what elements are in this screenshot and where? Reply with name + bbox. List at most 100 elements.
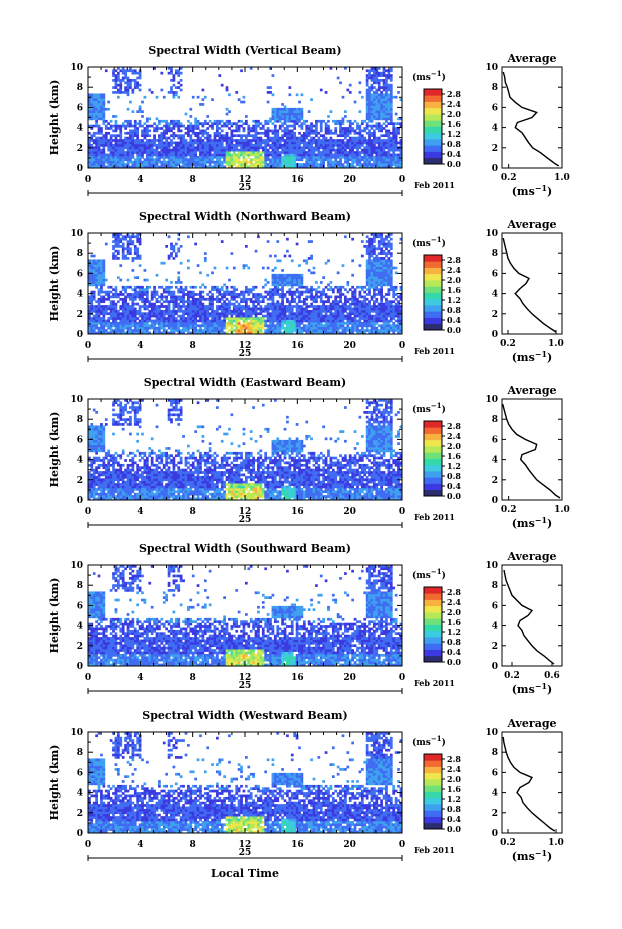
heatmap-cell bbox=[216, 297, 219, 301]
heatmap-cell bbox=[290, 151, 294, 154]
heatmap-cell bbox=[360, 329, 364, 332]
heatmap-cell bbox=[264, 131, 268, 135]
heatmap-cell bbox=[305, 136, 309, 140]
heatmap-cell bbox=[312, 324, 316, 328]
heatmap-cell bbox=[373, 148, 376, 152]
heatmap-cell bbox=[102, 314, 106, 318]
heatmap-cell bbox=[124, 86, 127, 89]
heatmap-cell bbox=[387, 115, 391, 118]
heatmap-cell bbox=[92, 115, 96, 118]
heatmap-cell bbox=[375, 105, 379, 109]
heatmap-cell bbox=[336, 153, 340, 157]
heatmap-cell bbox=[327, 319, 330, 323]
heatmap-cell bbox=[220, 136, 224, 140]
heatmap-cell bbox=[165, 131, 169, 135]
heatmap-cell bbox=[133, 312, 137, 316]
heatmap-cell bbox=[88, 314, 91, 318]
heatmap-cell bbox=[327, 160, 330, 164]
heatmap-cell bbox=[194, 139, 197, 142]
heatmap-cell bbox=[145, 312, 149, 316]
heatmap-cell bbox=[201, 305, 205, 308]
heatmap-cell bbox=[298, 155, 301, 159]
heatmap-cell bbox=[281, 136, 284, 140]
heatmap-cell bbox=[385, 324, 388, 328]
heatmap-cell bbox=[370, 131, 374, 135]
heatmap-cell bbox=[249, 141, 253, 145]
heatmap-cell bbox=[298, 151, 301, 154]
heatmap-cell bbox=[339, 127, 342, 130]
heatmap-cell bbox=[136, 83, 140, 87]
heatmap-cell bbox=[223, 326, 226, 330]
heatmap-cell bbox=[310, 317, 313, 320]
heatmap-cell bbox=[307, 151, 311, 154]
heatmap-cell bbox=[276, 285, 280, 289]
heatmap-cell bbox=[389, 107, 393, 111]
heatmap-cell bbox=[392, 309, 396, 313]
heatmap-cell bbox=[375, 285, 379, 289]
heatmap-cell bbox=[348, 297, 352, 301]
heatmap-cell bbox=[182, 158, 185, 162]
heatmap-cell bbox=[399, 117, 403, 121]
heatmap-cell bbox=[177, 160, 181, 164]
heatmap-cell bbox=[300, 115, 304, 118]
heatmap-cell bbox=[307, 160, 311, 164]
heatmap-cell bbox=[240, 329, 243, 332]
heatmap-cell bbox=[145, 151, 149, 154]
heatmap-cell bbox=[399, 98, 403, 101]
heatmap-cell bbox=[170, 319, 173, 323]
heatmap-cell bbox=[114, 134, 118, 138]
heatmap-cell bbox=[278, 314, 282, 318]
heatmap-cell bbox=[160, 119, 164, 123]
heatmap-cell bbox=[216, 314, 219, 318]
heatmap-cell bbox=[213, 324, 217, 328]
heatmap-cell bbox=[302, 143, 306, 147]
heatmap-cell bbox=[300, 155, 304, 159]
heatmap-cell bbox=[358, 153, 362, 157]
heatmap-cell bbox=[380, 158, 383, 162]
heatmap-cell bbox=[170, 285, 173, 289]
heatmap-cell bbox=[283, 163, 287, 166]
heatmap-cell bbox=[107, 305, 111, 308]
heatmap-cell bbox=[218, 297, 222, 301]
heatmap-cell bbox=[259, 122, 263, 126]
heatmap-cell bbox=[363, 119, 367, 123]
heatmap-cell bbox=[317, 136, 321, 140]
heatmap-cell bbox=[375, 98, 379, 101]
heatmap-cell bbox=[218, 317, 222, 320]
heatmap-cell bbox=[107, 100, 111, 104]
heatmap-cell bbox=[351, 139, 354, 142]
heatmap-cell bbox=[116, 295, 120, 299]
heatmap-cell bbox=[114, 331, 118, 335]
heatmap-cell bbox=[107, 290, 111, 294]
heatmap-cell bbox=[129, 314, 132, 318]
heatmap-cell bbox=[160, 309, 164, 313]
heatmap-cell bbox=[368, 131, 371, 135]
heatmap-cell bbox=[90, 163, 94, 166]
heatmap-cell bbox=[353, 131, 357, 135]
heatmap-cell bbox=[145, 288, 149, 292]
heatmap-cell bbox=[300, 124, 304, 128]
heatmap-cell bbox=[100, 276, 103, 279]
heatmap-cell bbox=[341, 131, 345, 135]
heatmap-cell bbox=[351, 321, 354, 325]
heatmap-cell bbox=[305, 305, 309, 308]
heatmap-cell bbox=[360, 317, 364, 320]
heatmap-cell bbox=[211, 321, 214, 325]
heatmap-cell bbox=[216, 131, 219, 135]
heatmap-cell bbox=[278, 158, 282, 162]
heatmap-cell bbox=[194, 124, 197, 128]
heatmap-cell bbox=[348, 312, 352, 316]
heatmap-cell bbox=[283, 160, 287, 164]
heatmap-cell bbox=[100, 163, 103, 166]
heatmap-cell bbox=[112, 155, 115, 159]
heatmap-cell bbox=[153, 314, 156, 318]
heatmap-cell bbox=[312, 155, 316, 159]
heatmap-cell bbox=[254, 312, 258, 316]
heatmap-cell bbox=[119, 329, 123, 332]
heatmap-cell bbox=[269, 305, 272, 308]
heatmap-cell bbox=[213, 297, 217, 301]
heatmap-cell bbox=[353, 295, 357, 299]
heatmap-cell bbox=[109, 124, 113, 128]
heatmap-cell bbox=[189, 314, 193, 318]
heatmap-cell bbox=[257, 136, 260, 140]
